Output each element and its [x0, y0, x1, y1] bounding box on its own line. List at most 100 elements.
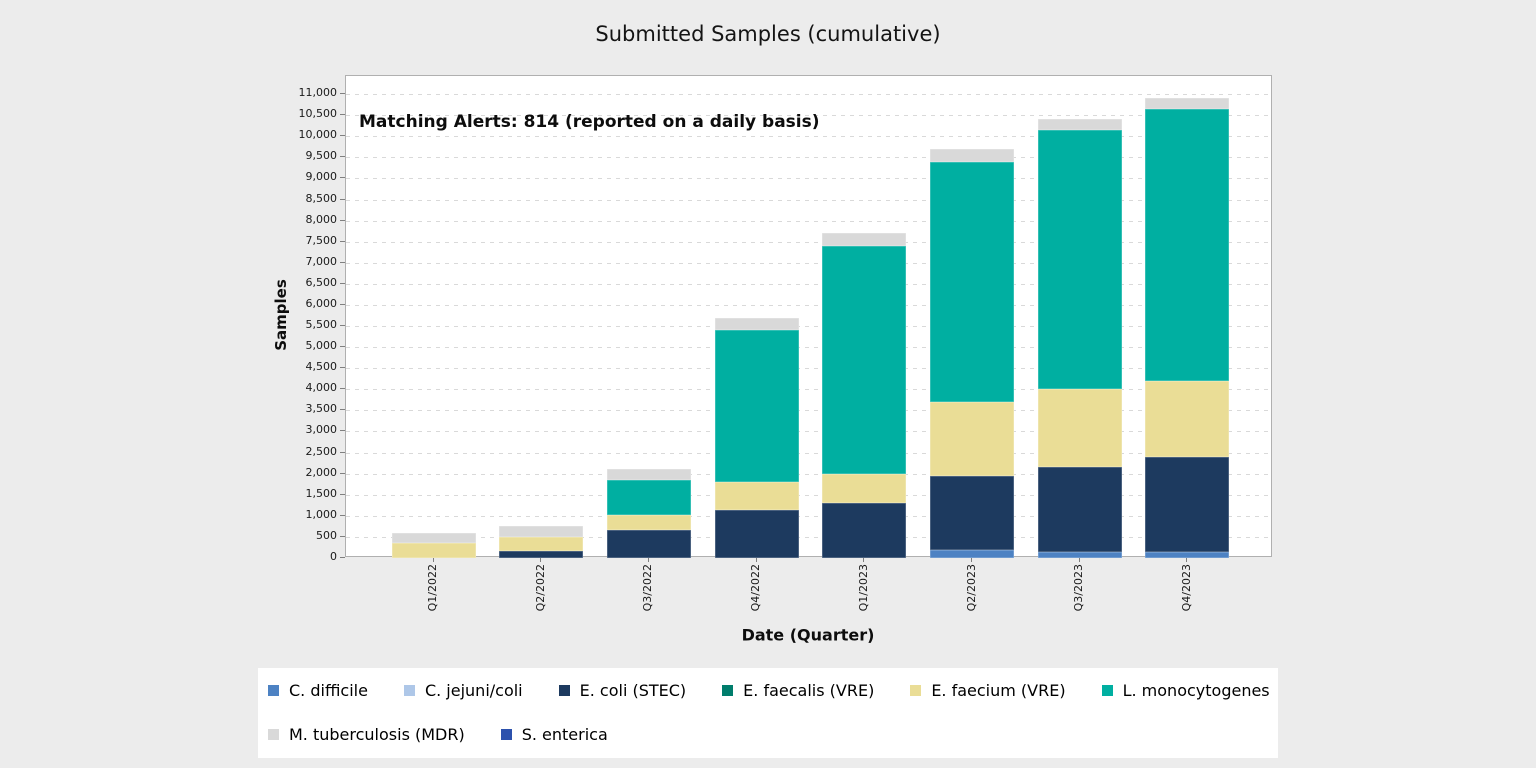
gridline-5000	[346, 347, 1271, 349]
y-axis-tick-label: 7,000	[305, 254, 338, 268]
bar-segment-m-tuberculosis-mdr	[606, 469, 691, 480]
legend-label-e-faecalis-vre: E. faecalis (VRE)	[743, 681, 875, 700]
legend-label-l-monocytogenes: L. monocytogenes	[1122, 681, 1270, 700]
y-axis-tick-mark	[340, 409, 345, 411]
y-axis-tick-label: 8,500	[305, 191, 338, 205]
y-axis-tick-label: 9,500	[305, 149, 338, 163]
bar-segment-e-coli-stec	[822, 503, 907, 558]
bar-segment-e-faecium-vre	[391, 543, 476, 558]
gridline-4000	[346, 389, 1271, 391]
bar-segment-e-faecium-vre	[714, 482, 799, 510]
annotation-matching-alerts: Matching Alerts: 814 (reported on a dail…	[359, 112, 820, 132]
y-axis-tick-mark	[340, 430, 345, 432]
bar-segment-l-monocytogenes	[714, 330, 799, 483]
bar-segment-c-difficile	[1037, 551, 1122, 558]
legend-item-e-faecium-vre: E. faecium (VRE)	[910, 681, 1066, 700]
bar-segment-e-faecium-vre	[499, 536, 584, 551]
x-axis-tick-mark	[971, 558, 972, 562]
bar-segment-m-tuberculosis-mdr	[1037, 119, 1122, 130]
bar-q3-2023	[1037, 76, 1122, 558]
y-axis-tick-label: 10,000	[298, 128, 338, 142]
x-axis-tick-mark	[647, 558, 649, 562]
gridline-10000	[346, 136, 1271, 138]
bar-q4-2023	[1145, 76, 1230, 558]
y-axis-tick-label: 2,000	[305, 465, 338, 479]
legend-label-e-faecium-vre: E. faecium (VRE)	[931, 681, 1066, 700]
y-axis-tick-label: 8,000	[305, 212, 338, 226]
x-axis-tick-mark	[1186, 558, 1188, 562]
bar-segment-l-monocytogenes	[606, 479, 691, 515]
bar-q1-2023	[822, 76, 907, 558]
x-axis-tick-label: Q4/2022	[749, 564, 763, 612]
y-axis-tick-label: 0	[330, 550, 337, 563]
gridline-6500	[346, 283, 1271, 285]
bar-q1-2022	[391, 76, 476, 558]
y-axis-tick-mark	[340, 177, 345, 179]
bar-segment-m-tuberculosis-mdr	[822, 233, 907, 246]
gridline-11000	[346, 94, 1271, 96]
x-axis-tick-mark	[432, 558, 434, 562]
legend-item-c-difficile: C. difficile	[268, 681, 368, 700]
y-axis-tick-label: 5,000	[305, 339, 338, 353]
bar-q3-2022	[606, 76, 691, 558]
y-axis-tick-mark	[340, 472, 345, 474]
bar-segment-m-tuberculosis-mdr	[930, 148, 1014, 162]
y-axis-tick-mark	[340, 367, 345, 369]
y-axis-tick-mark	[340, 156, 345, 158]
y-axis-tick-mark	[340, 240, 345, 242]
y-axis-tick-label: 3,500	[305, 402, 338, 416]
legend-label-e-coli-stec: E. coli (STEC)	[579, 681, 687, 700]
bar-segment-e-faecium-vre	[1145, 380, 1230, 457]
bar-segment-c-difficile	[1145, 551, 1230, 558]
y-axis-tick-label: 10,500	[298, 107, 338, 121]
y-axis-tick-mark	[340, 493, 345, 495]
y-axis-tick-mark	[340, 219, 345, 221]
gridline-1000	[346, 515, 1271, 517]
gridline-1500	[346, 494, 1271, 496]
y-axis-tick-mark	[340, 557, 345, 558]
legend-label-c-jejuni-coli: C. jejuni/coli	[424, 681, 523, 700]
legend-swatch-e-faecalis-vre	[722, 685, 734, 696]
legend-swatch-e-coli-stec	[558, 685, 570, 696]
x-axis-tick-label: Q1/2022	[426, 564, 439, 612]
x-axis-tick-mark	[540, 558, 542, 562]
legend-swatch-e-faecium-vre	[910, 685, 922, 696]
x-axis-tick-label: Q2/2023	[964, 564, 978, 612]
bar-q2-2022	[499, 76, 584, 558]
gridline-7000	[346, 262, 1271, 264]
y-axis-tick-label: 1,500	[305, 486, 338, 500]
y-axis-tick-label: 3,000	[305, 423, 338, 437]
gridline-5500	[346, 326, 1271, 328]
gridline-6000	[346, 304, 1271, 306]
bar-q2-2023	[930, 76, 1014, 558]
y-axis-tick-mark	[340, 198, 345, 200]
legend-item-c-jejuni-coli: C. jejuni/coli	[403, 681, 523, 700]
gridline-500	[346, 536, 1271, 538]
gridline-10500	[346, 115, 1271, 117]
y-axis-tick-mark	[340, 114, 345, 116]
bar-segment-l-monocytogenes	[1145, 108, 1230, 381]
x-axis-tick-label: Q4/2023	[1179, 564, 1193, 612]
y-axis-tick-label: 4,000	[305, 381, 338, 395]
chart-title: Submitted Samples (cumulative)	[595, 22, 941, 46]
gridline-2000	[346, 473, 1271, 475]
bar-segment-m-tuberculosis-mdr	[1145, 98, 1230, 109]
legend-swatch-m-tuberculosis-mdr	[268, 729, 279, 740]
y-axis-tick-label: 6,500	[305, 275, 338, 289]
bar-segment-l-monocytogenes	[930, 161, 1014, 402]
bar-segment-e-faecium-vre	[822, 473, 907, 504]
y-axis-tick-mark	[340, 325, 345, 327]
y-axis-tick-label: 5,500	[305, 318, 338, 332]
x-axis-tick-label: Q2/2022	[533, 564, 547, 612]
bar-segment-l-monocytogenes	[822, 245, 907, 474]
y-axis-tick-label: 7,500	[305, 233, 338, 247]
y-axis-tick-mark	[340, 261, 345, 263]
gridline-9000	[346, 178, 1271, 180]
y-axis-tick-mark	[340, 282, 345, 284]
legend-item-l-monocytogenes: L. monocytogenes	[1101, 681, 1270, 700]
y-axis-tick-mark	[340, 93, 345, 95]
y-axis-tick-mark	[340, 303, 345, 305]
gridline-9500	[346, 157, 1271, 159]
gridline-8000	[346, 220, 1271, 222]
